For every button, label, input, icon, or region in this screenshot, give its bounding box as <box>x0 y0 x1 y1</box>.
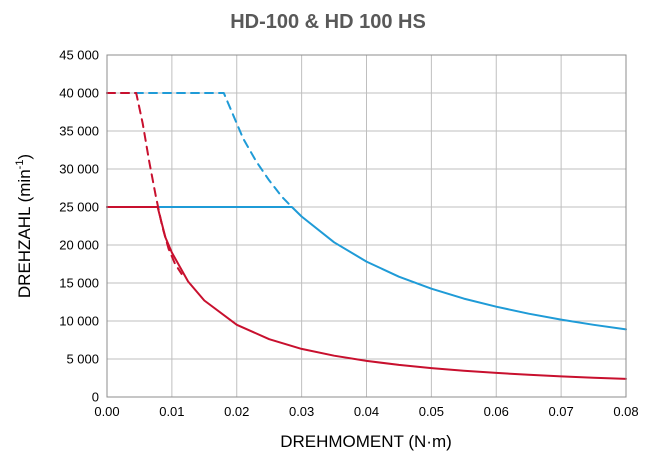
x-tick-labels: 0.00 0.01 0.02 0.03 0.04 0.05 0.06 0.07 0.08 <box>94 404 638 419</box>
y-tick-labels: 0 5 000 10 000 15 000 20 000 25 000 30 000 35 0… <box>59 48 99 405</box>
y-axis-label-end: ) <box>15 154 34 160</box>
grid <box>106 54 627 398</box>
y-axis-label: DREHZAHL (min-1) <box>14 154 34 298</box>
y-tick-label: 45 000 <box>59 48 99 63</box>
x-tick-label: 0.02 <box>224 404 249 419</box>
plot-frame <box>106 54 627 398</box>
x-tick-label: 0.05 <box>419 404 444 419</box>
x-tick-label: 0.07 <box>548 404 573 419</box>
y-tick-label: 25 000 <box>59 200 99 215</box>
chart-title: HD-100 & HD 100 HS <box>230 11 426 33</box>
y-tick-label: 20 000 <box>59 238 99 253</box>
y-tick-label: 30 000 <box>59 162 99 177</box>
y-axis-label-main: DREHZAHL (min <box>15 169 34 298</box>
y-tick-label: 5 000 <box>66 352 99 367</box>
y-tick-label: 35 000 <box>59 124 99 139</box>
series-line-3 <box>106 206 627 380</box>
y-tick-label: 0 <box>92 390 99 405</box>
x-axis-label: DREHMOMENT (N·m) <box>280 432 452 451</box>
x-tick-label: 0.04 <box>354 404 379 419</box>
series-layer <box>106 92 627 380</box>
x-tick-label: 0.00 <box>94 404 119 419</box>
x-tick-label: 0.06 <box>484 404 509 419</box>
x-tick-label: 0.08 <box>613 404 638 419</box>
series-line-2 <box>106 92 293 208</box>
series-line-1 <box>106 206 627 331</box>
y-axis-label-superscript: -1 <box>14 160 26 170</box>
x-tick-label: 0.03 <box>289 404 314 419</box>
x-tick-label: 0.01 <box>159 404 184 419</box>
y-tick-label: 40 000 <box>59 86 99 101</box>
y-tick-label: 15 000 <box>59 276 99 291</box>
y-tick-label: 10 000 <box>59 314 99 329</box>
series-line-4 <box>106 92 183 275</box>
